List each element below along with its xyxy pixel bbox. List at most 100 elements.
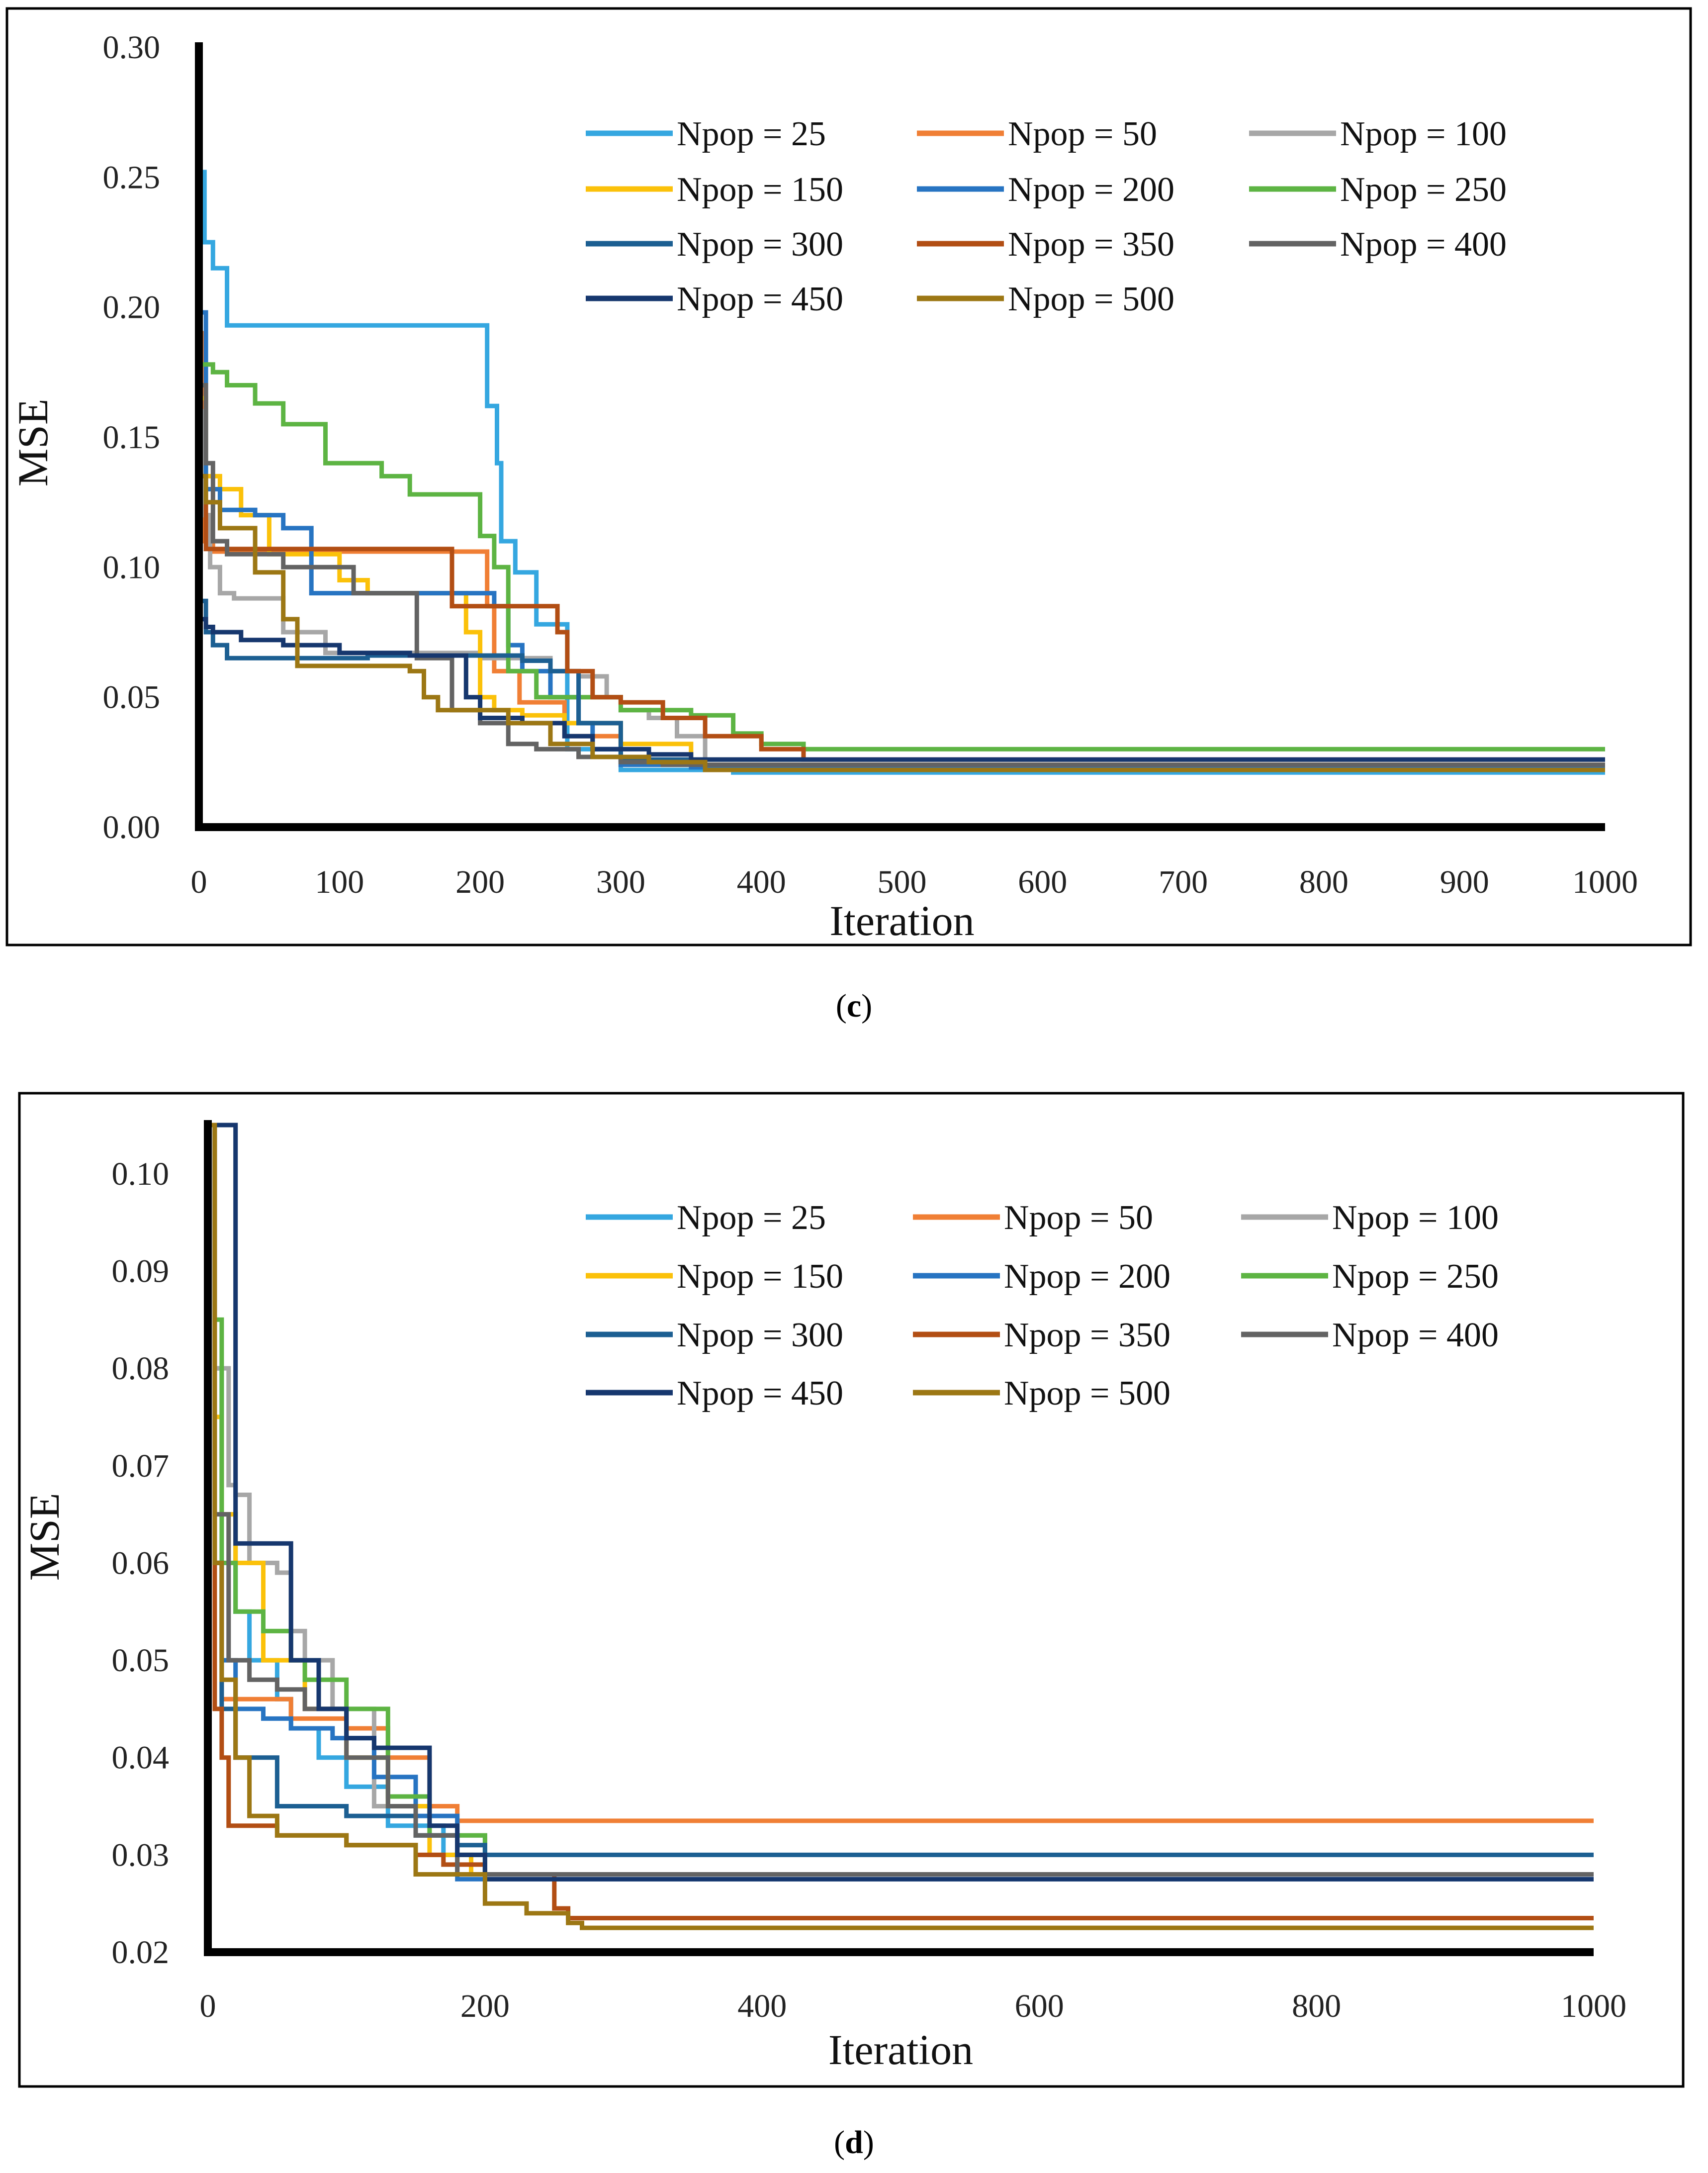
x-tick-label-d: 800: [1292, 1988, 1341, 2024]
y-tick-label-d: 0.08: [112, 1350, 170, 1387]
legend-item-c: Npop = 100: [1249, 115, 1507, 153]
x-tick-label-c: 0: [191, 864, 207, 900]
x-tick-label-d: 400: [737, 1988, 787, 2024]
y-axis-title-d: MSE: [20, 1493, 68, 1581]
series-line-c-9: [199, 617, 1605, 762]
y-tick-label-d: 0.04: [112, 1740, 170, 1776]
x-tick-label-c: 600: [1018, 864, 1067, 900]
legend-item-d: Npop = 150: [586, 1257, 843, 1296]
series-line-c-5: [199, 362, 1605, 752]
series-line-d-3: [208, 1123, 1594, 1877]
series-line-d-10: [208, 1123, 1594, 1930]
caption-c: (c): [835, 988, 873, 1024]
series-line-c-10: [199, 473, 1605, 772]
x-tick-label-c: 800: [1299, 864, 1348, 900]
legend-item-c: Npop = 450: [586, 280, 843, 318]
x-tick-label-c: 300: [596, 864, 645, 900]
y-tick-label-d: 0.10: [112, 1156, 170, 1192]
x-tick-label-c: 400: [737, 864, 786, 900]
series-line-d-4: [208, 1123, 1594, 1882]
y-tick-label-c: 0.15: [103, 419, 161, 456]
y-tick-label-d: 0.02: [112, 1934, 170, 1971]
legend-label-c: Npop = 350: [1008, 225, 1174, 264]
legend-label-c: Npop = 200: [1008, 171, 1174, 209]
chart-frame-d: [18, 1092, 1685, 2088]
x-tick-label-c: 900: [1440, 864, 1489, 900]
legend-label-d: Npop = 150: [677, 1257, 843, 1296]
series-line-d-2: [208, 1123, 1594, 1877]
legend-item-d: Npop = 25: [586, 1199, 826, 1237]
x-axis-title-c: Iteration: [829, 897, 974, 945]
legend-item-d: Npop = 200: [913, 1257, 1170, 1296]
legend-item-d: Npop = 500: [913, 1374, 1170, 1413]
legend-item-d: Npop = 300: [586, 1316, 843, 1354]
x-tick-label-d: 600: [1015, 1988, 1064, 2024]
x-tick-label-d: 1000: [1561, 1988, 1626, 2024]
legend-item-c: Npop = 400: [1249, 225, 1507, 264]
x-tick-label-c: 500: [878, 864, 927, 900]
legend-item-c: Npop = 25: [586, 115, 826, 153]
y-axis-title-c: MSE: [9, 399, 57, 487]
legend-label-c: Npop = 450: [677, 280, 843, 318]
chart-frame-c: [5, 7, 1692, 946]
legend-item-c: Npop = 350: [917, 225, 1174, 264]
x-tick-label-c: 100: [315, 864, 364, 900]
legend-label-c: Npop = 50: [1008, 115, 1157, 153]
legend-item-d: Npop = 350: [913, 1316, 1170, 1354]
series-line-d-8: [208, 1123, 1594, 1877]
series-line-d-0: [208, 1123, 1594, 1877]
y-tick-label-d: 0.05: [112, 1642, 170, 1679]
legend-item-d: Npop = 100: [1241, 1199, 1499, 1237]
x-axis-title-d: Iteration: [828, 2026, 973, 2074]
y-tick-label-c: 0.30: [103, 29, 161, 66]
legend-label-d: Npop = 25: [677, 1199, 826, 1237]
y-tick-label-c: 0.00: [103, 809, 161, 846]
legend-label-c: Npop = 250: [1340, 171, 1507, 209]
y-tick-label-c: 0.25: [103, 159, 161, 195]
legend-label-c: Npop = 150: [677, 171, 843, 209]
legend-item-d: Npop = 50: [913, 1199, 1153, 1237]
legend-label-d: Npop = 500: [1004, 1374, 1170, 1413]
chart-c: 0 100 200 300 400 500 600 700 800 900 1000 0.00 0.05…: [5, 7, 1692, 946]
legend-label-d: Npop = 250: [1332, 1257, 1499, 1296]
legend-item-c: Npop = 500: [917, 280, 1174, 318]
y-tick-label-d: 0.06: [112, 1545, 170, 1581]
legend-label-c: Npop = 500: [1008, 280, 1174, 318]
legend-item-c: Npop = 250: [1249, 171, 1507, 209]
legend-label-c: Npop = 300: [677, 225, 843, 264]
series-line-c-2: [199, 409, 1605, 762]
legend-item-c: Npop = 200: [917, 171, 1174, 209]
legend-item-c: Npop = 50: [917, 115, 1157, 153]
x-tick-label-d: 200: [460, 1988, 510, 2024]
y-tick-label-c: 0.05: [103, 679, 161, 716]
x-tick-label-c: 700: [1159, 864, 1208, 900]
legend-label-d: Npop = 450: [677, 1374, 843, 1413]
legend-label-c: Npop = 100: [1340, 115, 1507, 153]
legend-label-d: Npop = 300: [677, 1316, 843, 1354]
legend-label-d: Npop = 400: [1332, 1316, 1499, 1354]
y-tick-label-c: 0.20: [103, 289, 161, 326]
legend-label-d: Npop = 350: [1004, 1316, 1170, 1354]
y-tick-label-c: 0.10: [103, 549, 161, 585]
legend-label-c: Npop = 400: [1340, 225, 1507, 264]
series-line-d-9: [208, 1123, 1594, 1882]
x-tick-label-c: 200: [455, 864, 505, 900]
series-line-d-5: [208, 1123, 1594, 1877]
legend-label-d: Npop = 200: [1004, 1257, 1170, 1296]
legend-label-d: Npop = 100: [1332, 1199, 1499, 1237]
legend-label-c: Npop = 25: [677, 115, 826, 153]
legend-item-c: Npop = 150: [586, 171, 843, 209]
y-tick-label-d: 0.03: [112, 1837, 170, 1873]
legend-item-c: Npop = 300: [586, 225, 843, 264]
legend-item-d: Npop = 400: [1241, 1316, 1499, 1354]
series-line-c-7: [199, 473, 1605, 762]
x-tick-label-d: 0: [200, 1988, 216, 2024]
y-tick-label-d: 0.09: [112, 1253, 170, 1289]
legend-label-d: Npop = 50: [1004, 1199, 1153, 1237]
y-tick-label-d: 0.07: [112, 1448, 170, 1484]
legend-item-d: Npop = 450: [586, 1374, 843, 1413]
legend-item-d: Npop = 250: [1241, 1257, 1499, 1296]
x-tick-label-c: 1000: [1572, 864, 1638, 900]
caption-d: (d): [834, 2124, 874, 2161]
